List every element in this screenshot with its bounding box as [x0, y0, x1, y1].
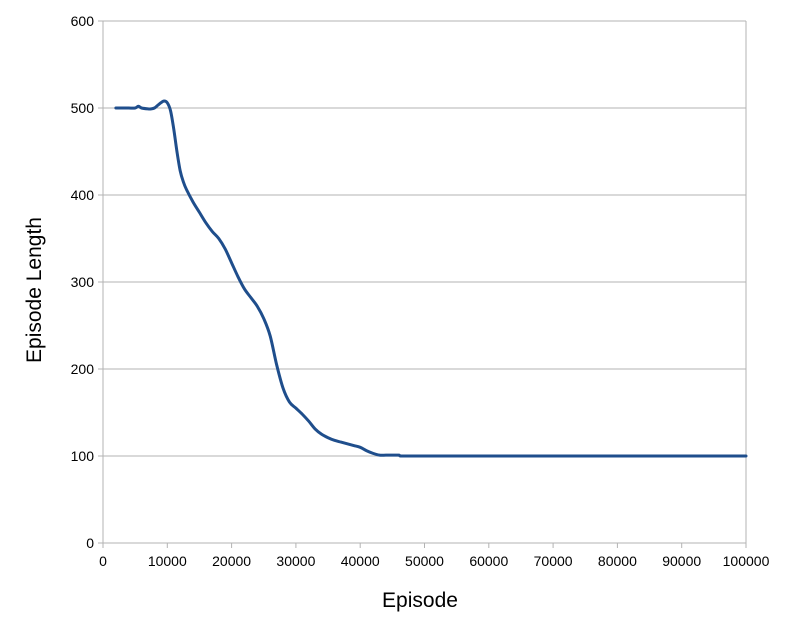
- y-tick-label: 300: [71, 274, 95, 290]
- x-tick-label: 40000: [341, 553, 380, 569]
- x-tick-label: 20000: [212, 553, 251, 569]
- grid-layer: [103, 20, 746, 544]
- y-tick-label: 100: [71, 448, 95, 464]
- x-tick-label: 100000: [723, 553, 770, 569]
- x-tick-label: 80000: [598, 553, 637, 569]
- x-tick-label: 10000: [148, 553, 187, 569]
- axes-layer: [98, 20, 747, 548]
- series-line-0: [114, 99, 748, 458]
- x-tick-label: 30000: [276, 553, 315, 569]
- y-tick-label: 200: [71, 361, 95, 377]
- y-tick-label: 500: [71, 100, 95, 116]
- x-axis-title: Episode: [382, 589, 458, 612]
- x-tick-label: 60000: [469, 553, 508, 569]
- y-tick-label: 600: [71, 13, 95, 29]
- y-tick-label: 400: [71, 187, 95, 203]
- y-tick-label: 0: [86, 535, 94, 551]
- x-tick-label: 0: [99, 553, 107, 569]
- x-tick-label: 70000: [534, 553, 573, 569]
- series-layer: [114, 99, 748, 458]
- y-axis-title: Episode Length: [23, 217, 46, 363]
- x-tick-label: 50000: [405, 553, 444, 569]
- labels-layer: 0 100 200 300 400 500 600 0 10000 20000 30000 40000…: [71, 13, 770, 569]
- x-tick-label: 90000: [662, 553, 701, 569]
